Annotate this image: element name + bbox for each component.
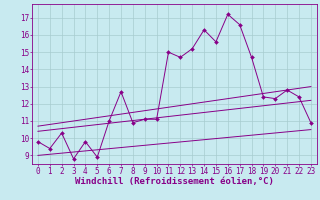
X-axis label: Windchill (Refroidissement éolien,°C): Windchill (Refroidissement éolien,°C): [75, 177, 274, 186]
